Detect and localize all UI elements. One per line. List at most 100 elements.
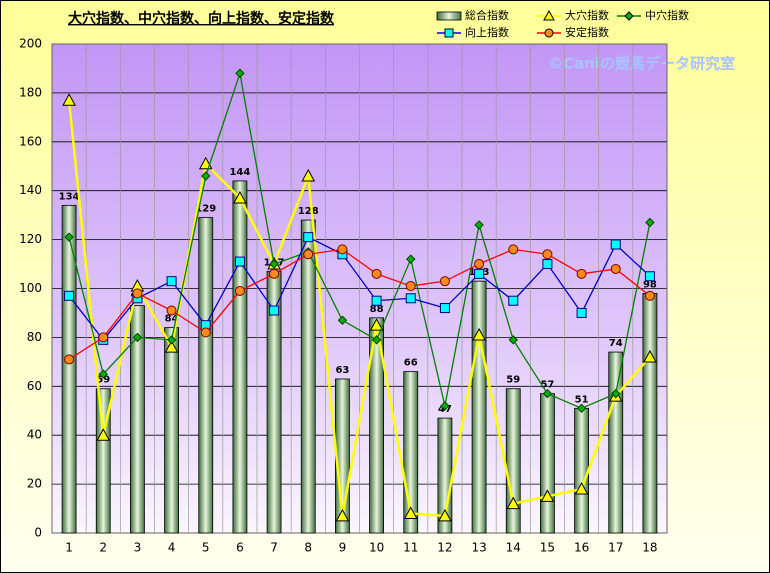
marker: [405, 293, 416, 304]
legend-label: 大穴指数: [565, 8, 609, 22]
marker: [439, 276, 450, 287]
x-tick-label: 7: [270, 541, 278, 555]
bar-value-label: 51: [575, 394, 589, 405]
marker: [337, 315, 348, 325]
legend-label: 総合指数: [465, 8, 509, 22]
marker: [542, 249, 553, 260]
x-tick-label: 14: [506, 541, 521, 555]
marker: [303, 249, 314, 260]
marker: [200, 327, 211, 338]
bar-value-label: 74: [609, 338, 623, 349]
legend-label: 安定指数: [565, 25, 609, 39]
marker: [576, 307, 587, 318]
x-tick-label: 9: [339, 541, 347, 555]
marker: [472, 327, 486, 341]
bar-value-label: 84: [165, 314, 179, 325]
marker: [201, 171, 211, 181]
y-tick-label: 120: [19, 232, 42, 246]
line: [67, 100, 651, 518]
marker: [576, 403, 587, 414]
bar: [61, 204, 77, 534]
legend-marker: [543, 9, 555, 21]
marker: [64, 354, 75, 365]
marker: [403, 506, 418, 519]
legend-swatch: [436, 11, 462, 21]
marker: [508, 244, 519, 255]
bar: [300, 219, 316, 534]
bar-value-label: 66: [404, 358, 418, 369]
bar-value-label: 129: [195, 204, 216, 215]
bar-value-label: 144: [229, 167, 250, 178]
x-tick-label: 16: [574, 541, 589, 555]
marker: [644, 271, 655, 282]
marker: [474, 220, 484, 230]
marker: [506, 496, 521, 510]
marker: [369, 318, 384, 331]
marker: [643, 349, 657, 363]
bar-value-label: 63: [335, 365, 349, 376]
marker: [164, 340, 179, 353]
y-tick-label: 40: [27, 428, 42, 442]
x-tick-label: 18: [642, 541, 657, 555]
marker: [269, 305, 280, 316]
x-tick-label: 17: [608, 541, 623, 555]
bar: [540, 393, 555, 534]
bar-value-label: 88: [370, 304, 384, 315]
marker: [610, 239, 621, 250]
marker: [644, 290, 655, 301]
legend-label: 向上指数: [465, 25, 509, 39]
line: [68, 73, 651, 410]
marker: [233, 190, 247, 204]
marker: [166, 305, 177, 316]
marker: [132, 288, 143, 299]
marker: [371, 295, 382, 306]
bar-value-label: 57: [540, 380, 554, 391]
bar: [232, 180, 248, 534]
x-tick-label: 3: [134, 541, 142, 555]
y-tick-label: 80: [27, 330, 42, 344]
marker: [474, 268, 485, 279]
marker: [96, 428, 111, 441]
marker: [508, 335, 518, 345]
x-tick-label: 4: [168, 541, 176, 555]
bar-value-label: 59: [96, 375, 110, 386]
marker: [166, 335, 177, 345]
marker: [542, 259, 553, 270]
marker: [610, 263, 621, 274]
marker: [303, 232, 314, 243]
marker: [576, 268, 587, 279]
marker: [474, 259, 485, 270]
bar-value-label: 128: [298, 206, 319, 217]
x-tick-label: 6: [236, 541, 244, 555]
marker: [540, 489, 555, 502]
y-tick-label: 200: [19, 37, 42, 51]
marker: [611, 388, 621, 399]
bar-value-label: 98: [643, 279, 657, 290]
marker: [440, 401, 450, 411]
bar: [369, 317, 384, 534]
y-tick-label: 100: [19, 281, 42, 295]
x-tick-label: 1: [65, 541, 73, 555]
legend-label: 中穴指数: [645, 8, 689, 22]
marker: [166, 276, 177, 287]
marker: [371, 268, 382, 279]
legend-marker: [444, 28, 454, 38]
bar: [198, 217, 214, 534]
bar: [130, 305, 145, 534]
marker: [269, 268, 280, 279]
marker: [64, 232, 74, 242]
watermark: ©Caniの競馬データ研究室: [548, 55, 735, 73]
marker: [301, 168, 316, 182]
marker: [98, 332, 109, 343]
bar-value-label: 59: [506, 375, 520, 386]
plot-border: [51, 43, 668, 534]
marker: [645, 217, 655, 228]
bar: [471, 280, 487, 534]
y-tick-label: 20: [27, 477, 42, 491]
marker: [335, 508, 350, 522]
marker: [405, 281, 416, 292]
line: [68, 236, 651, 341]
marker: [234, 285, 245, 296]
marker: [542, 388, 553, 399]
x-tick-label: 5: [202, 541, 210, 555]
